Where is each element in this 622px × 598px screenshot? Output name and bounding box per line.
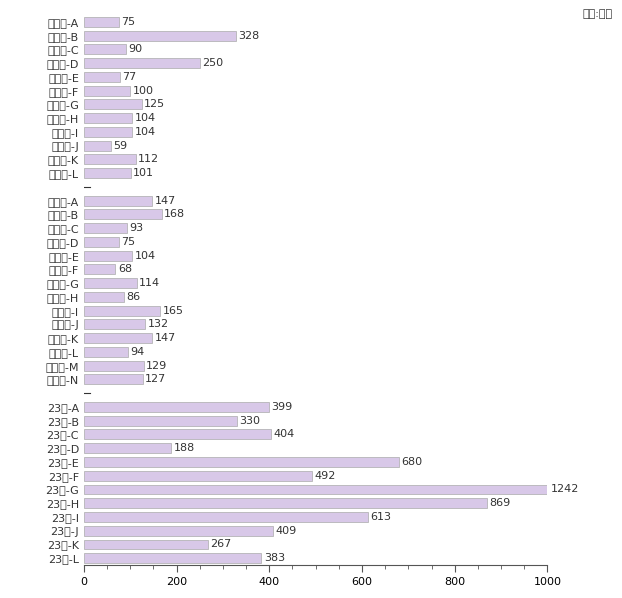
Text: 75: 75 — [121, 17, 135, 27]
Text: 104: 104 — [134, 127, 156, 137]
Text: 165: 165 — [163, 306, 183, 316]
Text: 267: 267 — [210, 539, 231, 550]
Text: 613: 613 — [370, 512, 391, 522]
Text: 127: 127 — [145, 374, 167, 385]
Text: 409: 409 — [276, 526, 297, 536]
Text: 188: 188 — [174, 443, 195, 453]
Bar — [84, 512, 368, 522]
Text: 114: 114 — [139, 278, 160, 288]
Text: 492: 492 — [314, 471, 336, 481]
Bar — [84, 264, 116, 274]
Bar — [84, 141, 111, 151]
Text: 250: 250 — [202, 58, 223, 68]
Text: 104: 104 — [134, 251, 156, 261]
Bar — [84, 278, 137, 288]
Text: 93: 93 — [129, 223, 144, 233]
Bar — [84, 347, 128, 357]
Text: 147: 147 — [154, 333, 175, 343]
Text: 90: 90 — [128, 44, 142, 54]
Bar — [84, 402, 269, 412]
Bar — [84, 223, 127, 233]
Text: 104: 104 — [134, 113, 156, 123]
Bar — [84, 292, 124, 302]
Bar — [84, 539, 208, 550]
Bar — [84, 306, 160, 316]
Bar — [84, 30, 236, 41]
Bar — [84, 526, 274, 536]
Bar — [84, 113, 132, 123]
Bar — [84, 498, 486, 508]
Text: 59: 59 — [114, 141, 128, 151]
Text: 328: 328 — [238, 30, 259, 41]
Text: 75: 75 — [121, 237, 135, 247]
Text: 383: 383 — [264, 553, 285, 563]
Bar — [84, 168, 131, 178]
Text: 147: 147 — [154, 196, 175, 206]
Bar — [84, 319, 145, 329]
Text: 680: 680 — [401, 457, 422, 467]
Text: 単位:万円: 単位:万円 — [583, 9, 613, 19]
Bar — [84, 361, 144, 371]
Text: 129: 129 — [146, 361, 167, 371]
Bar — [84, 416, 237, 426]
Bar — [84, 99, 142, 109]
Bar — [84, 44, 126, 54]
Text: 77: 77 — [122, 72, 136, 82]
Text: 101: 101 — [133, 168, 154, 178]
Text: 399: 399 — [271, 402, 292, 412]
Text: 94: 94 — [130, 347, 144, 357]
Text: 112: 112 — [138, 154, 159, 164]
Text: 125: 125 — [144, 99, 165, 109]
Bar — [84, 72, 119, 82]
Bar — [84, 209, 162, 219]
Text: 86: 86 — [126, 292, 141, 302]
Bar — [84, 86, 131, 96]
Text: 132: 132 — [147, 319, 169, 329]
Text: 168: 168 — [164, 209, 185, 219]
Bar — [84, 196, 152, 206]
Bar — [84, 484, 547, 495]
Text: 330: 330 — [239, 416, 260, 426]
Bar — [84, 471, 312, 481]
Bar — [84, 58, 200, 68]
Text: 100: 100 — [132, 86, 154, 96]
Bar — [84, 429, 271, 440]
Bar — [84, 553, 261, 563]
Bar — [84, 457, 399, 467]
Text: 1242: 1242 — [551, 484, 580, 495]
Bar — [84, 251, 132, 261]
Text: 68: 68 — [118, 264, 132, 274]
Bar — [84, 17, 119, 27]
Bar — [84, 333, 152, 343]
Text: 869: 869 — [489, 498, 510, 508]
Bar — [84, 127, 132, 137]
Bar — [84, 443, 171, 453]
Bar — [84, 374, 143, 385]
Bar — [84, 237, 119, 247]
Text: 404: 404 — [274, 429, 295, 440]
Bar — [84, 154, 136, 164]
